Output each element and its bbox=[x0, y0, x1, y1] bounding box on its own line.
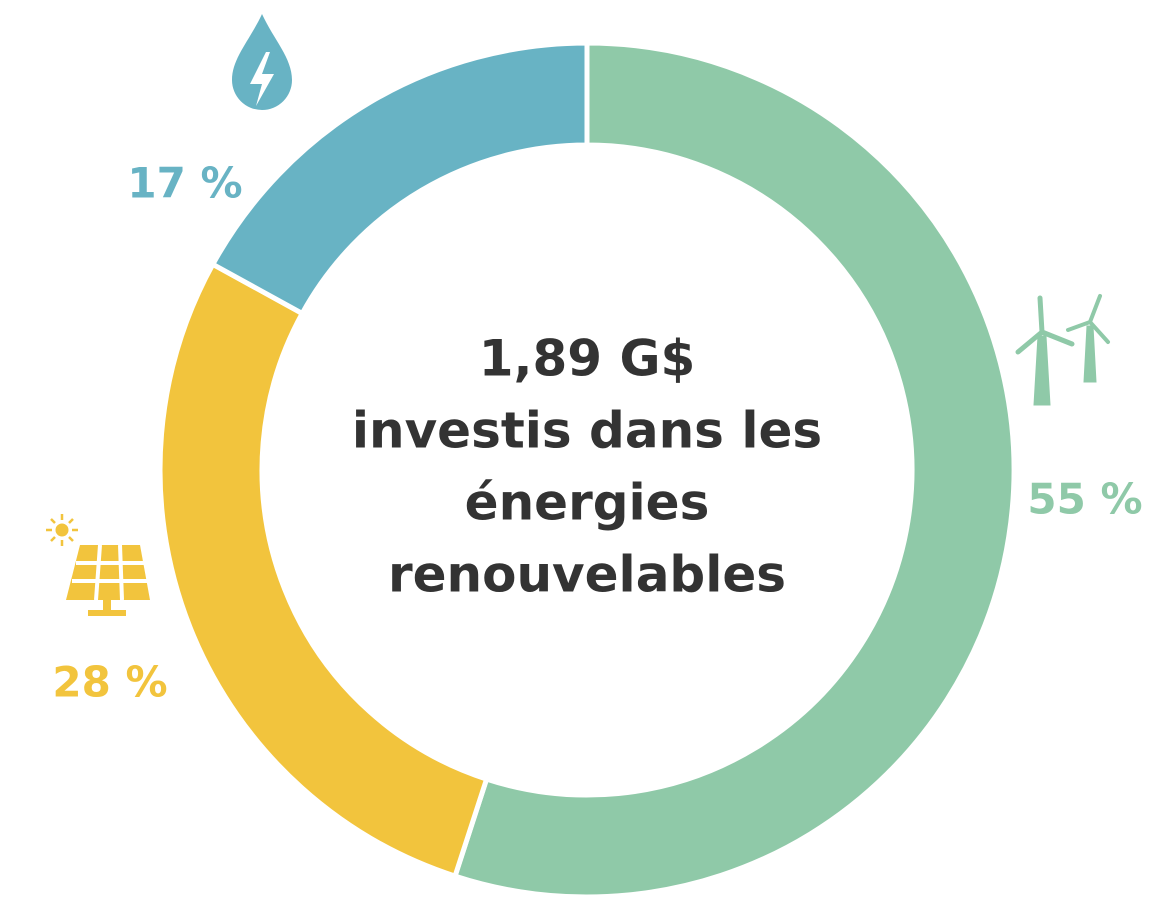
center-text: énergies bbox=[465, 474, 710, 532]
center-text: 1,89 G$ bbox=[479, 330, 696, 388]
value-label: 55 % bbox=[1027, 475, 1142, 524]
center-text: investis dans les bbox=[352, 402, 822, 460]
donut-slice bbox=[157, 260, 490, 880]
value-label: 28 % bbox=[52, 658, 167, 707]
value-label: 17 % bbox=[127, 159, 242, 208]
hydro-icon bbox=[232, 14, 292, 110]
donut-slice bbox=[451, 40, 1017, 900]
solar-icon bbox=[46, 514, 150, 616]
wind-icon bbox=[1015, 294, 1110, 406]
center-text: renouvelables bbox=[388, 546, 786, 604]
donut-slice bbox=[209, 40, 590, 317]
